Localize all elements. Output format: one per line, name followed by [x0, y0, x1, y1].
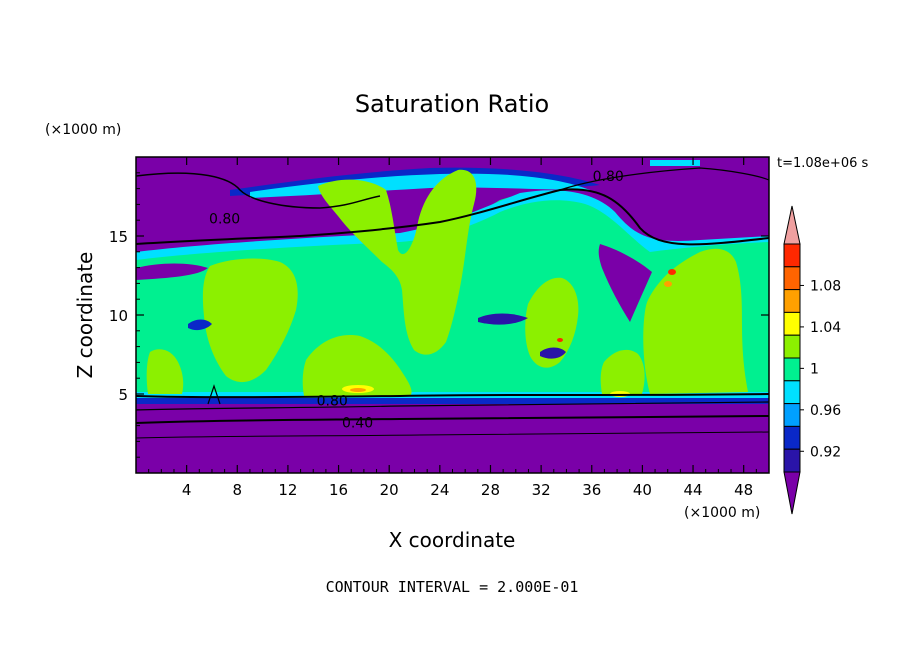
contour-line-low-1 [136, 393, 769, 399]
contour-value-label: 0.80 [593, 169, 624, 185]
field-lime-cell-4 [525, 277, 579, 368]
colorbar-top-extension [783, 205, 801, 245]
colorbar-tick-label: 1 [810, 361, 819, 377]
x-tick-label: 40 [633, 481, 652, 499]
y-tick-label: 10 [109, 307, 128, 325]
y-unit-label: (×1000 m) [45, 122, 121, 138]
contour-line-low-2 [136, 401, 769, 411]
field-blue-band-bottom [136, 398, 769, 404]
field-lime-cell-2 [318, 169, 477, 355]
x-tick-label: 8 [233, 481, 243, 499]
y-axis: 5 10 15 [109, 172, 769, 458]
chart-title: Saturation Ratio [355, 90, 549, 118]
x-tick-label: 4 [182, 481, 192, 499]
contour-value-label: 0.80 [317, 393, 348, 409]
x-axis: 4 8 12 16 20 24 28 32 36 40 44 48 [148, 157, 757, 499]
field-top-right-streak [650, 160, 700, 166]
colorbar-swatch [783, 380, 801, 405]
colorbar-tick-label: 0.96 [810, 403, 841, 419]
contour-line-low-4 [136, 431, 769, 439]
contour-interval-footer: CONTOUR INTERVAL = 2.000E-01 [326, 578, 579, 596]
contour-label-group: 0.80 0.80 0.80 0.40 [209, 169, 624, 431]
colorbar-swatch [783, 243, 801, 268]
y-tick-label: 15 [109, 228, 128, 246]
contour-line-low-3 [136, 415, 769, 424]
field-dry-patch-3 [540, 347, 566, 359]
field-lime-cell-3 [302, 335, 412, 396]
field-hotspot-orange-2 [664, 281, 672, 287]
contour-line-top [136, 172, 381, 209]
colorbar-swatch [783, 311, 801, 336]
field-lime-cell-1 [202, 258, 298, 383]
field-hotspot-red-1 [668, 269, 676, 275]
field-hotspot-red-2 [557, 338, 563, 342]
x-tick-label: 32 [532, 481, 551, 499]
x-axis-label: X coordinate [389, 528, 516, 552]
colorbar-swatch [783, 266, 801, 291]
colorbar-swatch [783, 357, 801, 382]
y-tick-label: 5 [118, 386, 128, 404]
x-tick-label: 48 [734, 481, 753, 499]
contour-line-top-right [559, 167, 769, 191]
y-axis-label: Z coordinate [73, 252, 97, 379]
x-tick-label: 28 [481, 481, 500, 499]
field-hotspot-orange [350, 388, 366, 392]
contour-field [136, 157, 769, 473]
field-lime-cell-7 [600, 349, 645, 394]
contour-value-label: 0.80 [209, 212, 240, 228]
colorbar-tick-label: 0.92 [810, 444, 841, 460]
x-unit-label: (×1000 m) [684, 505, 760, 521]
field-lime-cell-6 [146, 349, 184, 394]
time-label: t=1.08e+06 s [777, 156, 869, 171]
x-tick-label: 12 [278, 481, 297, 499]
colorbar-tick-label: 1.04 [810, 320, 841, 336]
field-dry-patch-5 [188, 319, 212, 331]
field-dry-patch-2 [478, 313, 528, 325]
colorbar-swatch [783, 403, 801, 427]
field-dry-patch-1 [136, 263, 208, 280]
colorbar-swatch [783, 448, 801, 473]
x-tick-label: 36 [582, 481, 601, 499]
contour-line-spike [207, 384, 221, 405]
colorbar-swatch [783, 425, 801, 450]
colorbar-swatch [783, 289, 801, 313]
x-tick-label: 16 [329, 481, 348, 499]
contour-value-label: 0.40 [342, 415, 373, 431]
field-dry-patch-4 [598, 244, 652, 322]
x-tick-label: 20 [380, 481, 399, 499]
colorbar-swatch [783, 334, 801, 359]
colorbar-bottom-extension [783, 471, 801, 515]
colorbar-tick-label: 1.08 [810, 278, 841, 294]
colorbar: 0.92 0.96 1 1.04 1.08 [783, 205, 841, 515]
x-tick-label: 44 [683, 481, 702, 499]
x-tick-label: 24 [430, 481, 449, 499]
contour-line-upper [136, 188, 769, 246]
